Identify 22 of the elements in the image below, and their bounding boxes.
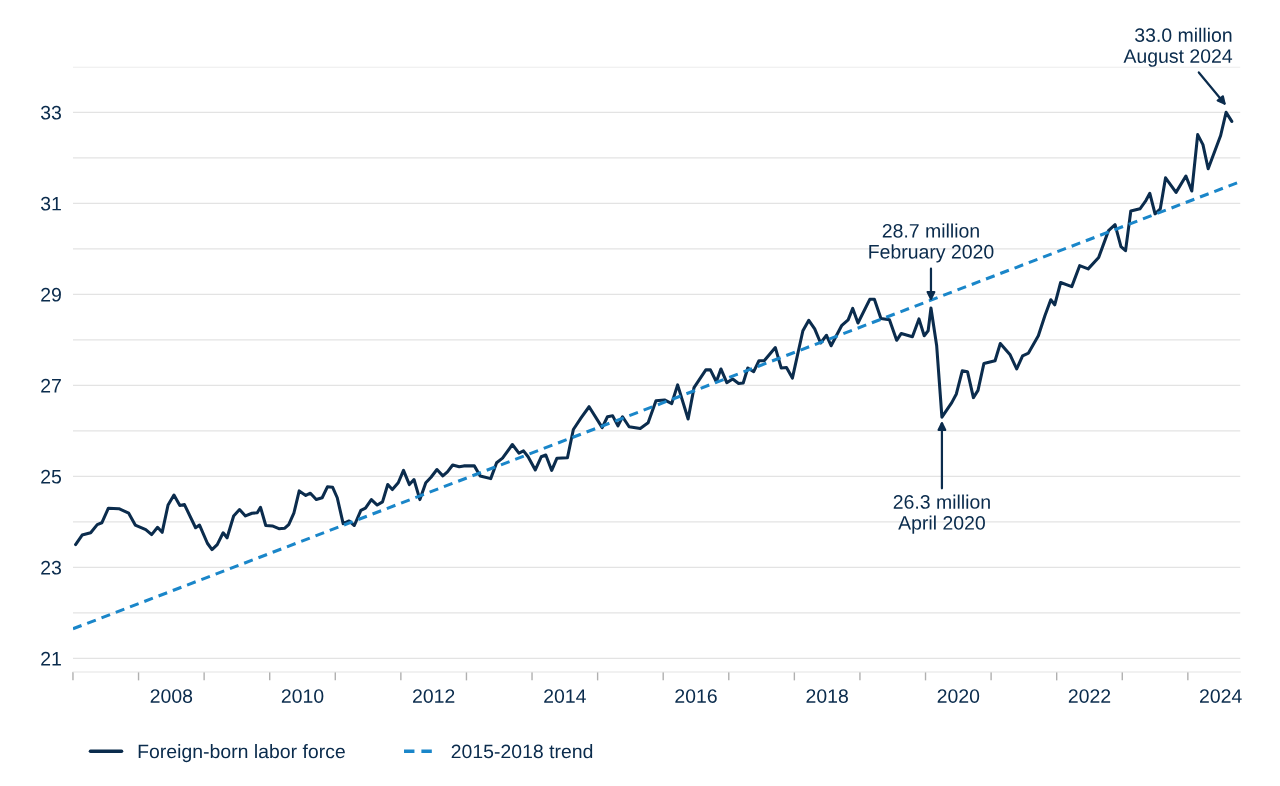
y-tick-label: 29 <box>41 287 61 302</box>
legend-label: 2015-2018 trend <box>451 744 593 759</box>
x-tick-label: 2012 <box>413 689 455 703</box>
x-tick-label: 2018 <box>806 689 848 703</box>
annotation: 26.3 million April 2020 <box>893 494 990 534</box>
x-tick-label: 2014 <box>544 689 586 703</box>
x-tick-label: 2022 <box>1068 689 1111 703</box>
line-series <box>74 110 1234 552</box>
y-tick-label: 33 <box>40 105 61 120</box>
y-tick-label: 23 <box>41 560 61 575</box>
annotation: 33.0 million August 2024 <box>1123 27 1233 67</box>
y-tick-label: 25 <box>41 469 62 484</box>
legend-label: Foreign-born labor force <box>138 744 345 763</box>
x-tick-label: 2020 <box>937 689 980 703</box>
x-tick-label: 2010 <box>281 689 324 703</box>
y-tick-label: 27 <box>41 378 61 393</box>
y-tick-label: 31 <box>40 196 61 211</box>
annotation: 28.7 million February 2020 <box>869 223 994 263</box>
y-tick-label: 21 <box>41 651 61 666</box>
x-tick-label: 2024 <box>1200 689 1242 703</box>
x-tick-label: 2008 <box>150 689 193 703</box>
x-tick-label: 2016 <box>675 689 717 703</box>
